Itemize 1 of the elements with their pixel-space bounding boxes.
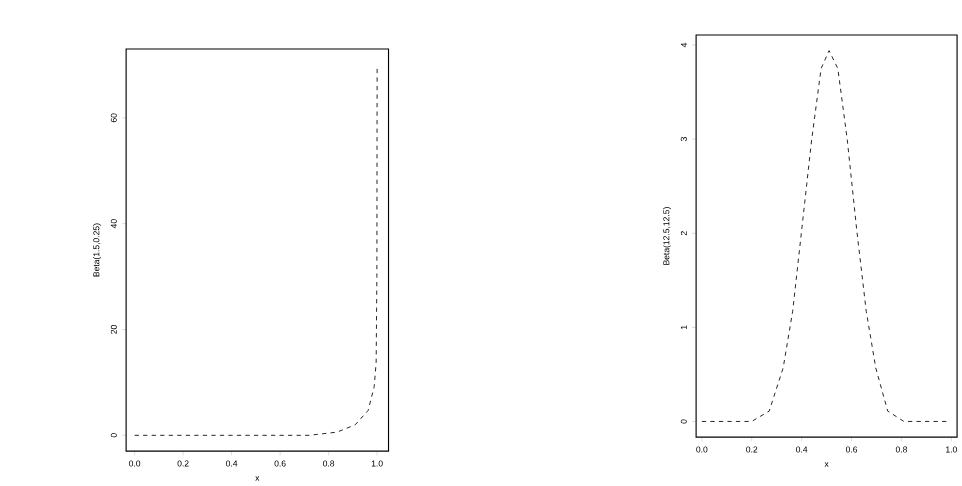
line-series bbox=[701, 50, 947, 423]
